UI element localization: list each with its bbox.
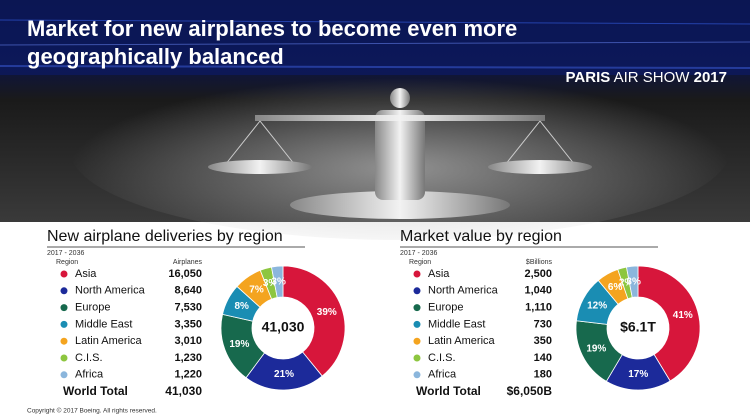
- legend-swatch: [413, 320, 421, 328]
- slice-label: 3%: [263, 278, 278, 289]
- slice-label: 19%: [229, 339, 249, 350]
- region-value: 730: [534, 318, 552, 330]
- center-label: 41,030: [262, 319, 305, 335]
- slice-label: 39%: [317, 307, 337, 318]
- total-value: $6,050B: [507, 384, 553, 398]
- legend-swatch: [60, 287, 68, 295]
- region-label: Latin America: [428, 335, 496, 347]
- event-bold: PARIS: [566, 69, 611, 86]
- region-value: 1,220: [174, 369, 202, 381]
- region-value: 140: [534, 352, 552, 364]
- slice-label: 2%: [619, 278, 634, 289]
- region-value: 3,010: [174, 335, 202, 347]
- slice-label: 41%: [673, 310, 693, 321]
- legend-swatch: [60, 320, 68, 328]
- legend-swatch: [413, 371, 421, 379]
- region-label: Africa: [428, 369, 457, 381]
- region-value: 180: [534, 369, 552, 381]
- region-value: 1,230: [174, 352, 202, 364]
- title-line: Market for new airplanes to become even …: [27, 16, 517, 41]
- event-name: AIR SHOW: [614, 69, 691, 86]
- legend-swatch: [60, 337, 68, 345]
- legend-swatch: [60, 354, 68, 362]
- section-title: Market value by region: [400, 228, 562, 245]
- event-label: PARIS AIR SHOW 2017: [566, 69, 727, 86]
- region-label: Middle East: [428, 318, 485, 330]
- region-value: 1,110: [525, 302, 552, 314]
- legend-swatch: [60, 304, 68, 312]
- region-value: 2,500: [524, 268, 552, 280]
- slice-label: 8%: [234, 301, 249, 312]
- legend-swatch: [413, 304, 421, 312]
- subtitle: 2017 - 2036: [47, 250, 84, 257]
- column-label: Region: [56, 259, 78, 266]
- region-label: Middle East: [75, 318, 132, 330]
- slice-label: 6%: [608, 282, 623, 293]
- region-label: North America: [75, 285, 146, 297]
- region-value: 7,530: [174, 302, 202, 314]
- region-label: Africa: [75, 369, 104, 381]
- region-label: Asia: [428, 268, 450, 280]
- title-line: geographically balanced: [27, 44, 284, 69]
- region-label: Europe: [75, 302, 110, 314]
- slice-label: 17%: [628, 369, 648, 380]
- region-label: North America: [428, 285, 499, 297]
- total-label: World Total: [416, 384, 481, 398]
- region-label: C.I.S.: [428, 352, 456, 364]
- slice-label: 3%: [626, 276, 641, 287]
- region-value: 8,640: [174, 285, 202, 297]
- donut-slice: [626, 265, 639, 299]
- center-label: $6.1T: [620, 319, 656, 335]
- subtitle: 2017 - 2036: [400, 250, 437, 257]
- slice-label: 21%: [274, 369, 294, 380]
- legend-swatch: [413, 287, 421, 295]
- slice-label: 7%: [249, 284, 264, 295]
- region-label: Asia: [75, 268, 97, 280]
- region-value: 350: [534, 335, 552, 347]
- legend-swatch: [60, 371, 68, 379]
- slice-label: 19%: [586, 343, 606, 354]
- legend-swatch: [60, 270, 68, 278]
- slice-label: 12%: [587, 301, 607, 312]
- region-label: Europe: [428, 302, 463, 314]
- region-value: 16,050: [168, 268, 202, 280]
- region-label: Latin America: [75, 335, 143, 347]
- region-label: C.I.S.: [75, 352, 103, 364]
- region-value: 3,350: [174, 318, 202, 330]
- legend-swatch: [413, 270, 421, 278]
- legend-swatch: [413, 354, 421, 362]
- donut-slice: [637, 265, 701, 382]
- column-label: $Billions: [526, 259, 553, 266]
- event-year: 2017: [694, 69, 727, 86]
- total-label: World Total: [63, 384, 128, 398]
- column-label: Airplanes: [173, 259, 203, 266]
- total-value: 41,030: [165, 384, 202, 398]
- column-label: Region: [409, 259, 431, 266]
- slice-label: 3%: [271, 276, 286, 287]
- donut-slice: [271, 265, 284, 299]
- section-title: New airplane deliveries by region: [47, 228, 283, 245]
- donut-slice: [282, 265, 346, 377]
- header-banner: [0, 0, 750, 240]
- legend-swatch: [413, 337, 421, 345]
- footer: Copyright © 2017 Boeing. All rights rese…: [27, 407, 157, 415]
- region-value: 1,040: [524, 285, 552, 297]
